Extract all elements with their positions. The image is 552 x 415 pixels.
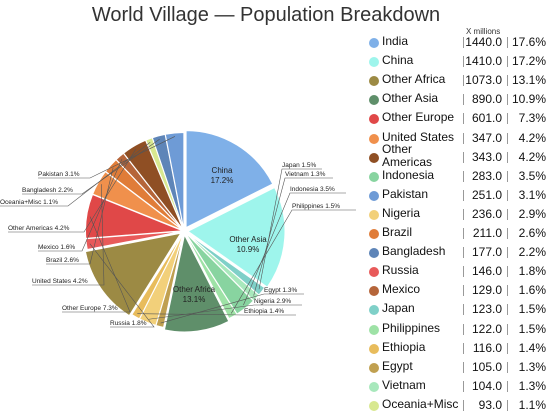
chart-title: World Village — Population Breakdown xyxy=(91,4,441,26)
leader-line-nigeria xyxy=(148,304,302,320)
pie-slice-other-asia xyxy=(163,233,230,333)
leader-line-oceania-misc xyxy=(0,141,151,207)
pie-label-other-europe: Other Europe 7.3% xyxy=(62,305,118,312)
pie-label-philippines: Philippines 1.5% xyxy=(292,203,340,210)
pie-label-indonesia: Indonesia 3.5% xyxy=(290,186,335,193)
pie-label-japan: Japan 1.5% xyxy=(282,162,317,169)
pie-label-pakistan: Pakistan 3.1% xyxy=(38,171,80,178)
pie-label-brazil: Brazil 2.6% xyxy=(46,257,79,264)
leader-line-bangladesh xyxy=(22,138,160,195)
leader-line-philippines xyxy=(230,209,356,314)
pie-label-mexico: Mexico 1.6% xyxy=(38,244,75,251)
leader-line-vietnam xyxy=(253,177,333,296)
leader-line-indonesia xyxy=(243,192,346,306)
pie-slice-india xyxy=(185,130,274,229)
pie-slice-pakistan xyxy=(164,132,185,230)
pie-slice-other-africa xyxy=(84,232,182,317)
pie-label-bangladesh: Bangladesh 2.2% xyxy=(22,187,73,194)
pie-label-china-pct: 17.2% xyxy=(211,176,234,185)
leader-line-pakistan xyxy=(38,136,176,179)
legend-divider xyxy=(463,399,464,411)
leader-line-other-americas xyxy=(8,148,137,233)
leader-line-ethiopia xyxy=(137,313,296,316)
chart-root: World Village — Population Breakdown Ind… xyxy=(0,4,546,412)
leader-line-other-europe xyxy=(62,216,131,313)
pie-label-other-africa-pct: 13.1% xyxy=(183,295,206,304)
legend-divider xyxy=(507,399,508,411)
leader-line-egypt xyxy=(160,293,304,324)
pie-slice-ethiopia xyxy=(131,232,184,320)
leader-line-russia xyxy=(89,243,155,328)
pie-label-egypt: Egypt 1.3% xyxy=(264,287,297,294)
legend-swatch xyxy=(369,400,379,411)
pie-label-vietnam: Vietnam 1.3% xyxy=(285,171,326,178)
pie-label-nigeria: Nigeria 2.9% xyxy=(254,298,291,305)
pie-label-other-africa: Other Africa xyxy=(173,285,216,294)
pie-label-united-states: United States 4.2% xyxy=(32,278,88,285)
pie-slice-philippines xyxy=(184,232,238,320)
pie-slice-other-europe xyxy=(85,193,183,239)
pie-label-other-asia: Other Asia xyxy=(229,235,267,244)
pie-label-russia: Russia 1.8% xyxy=(110,320,147,327)
leader-line-japan xyxy=(258,168,322,290)
pie-label-other-americas: Other Americas 4.2% xyxy=(8,225,70,232)
leader-line-brazil xyxy=(46,167,114,265)
pie-label-ethiopia: Ethiopia 1.4% xyxy=(244,308,284,315)
pie-label-china: China xyxy=(212,166,233,175)
leader-line-mexico xyxy=(38,158,123,252)
pie-label-oceania-misc: Oceania+Misc 1.1% xyxy=(0,199,58,206)
pie-label-other-asia-pct: 10.9% xyxy=(237,245,260,254)
leader-line-united-states xyxy=(32,184,105,286)
